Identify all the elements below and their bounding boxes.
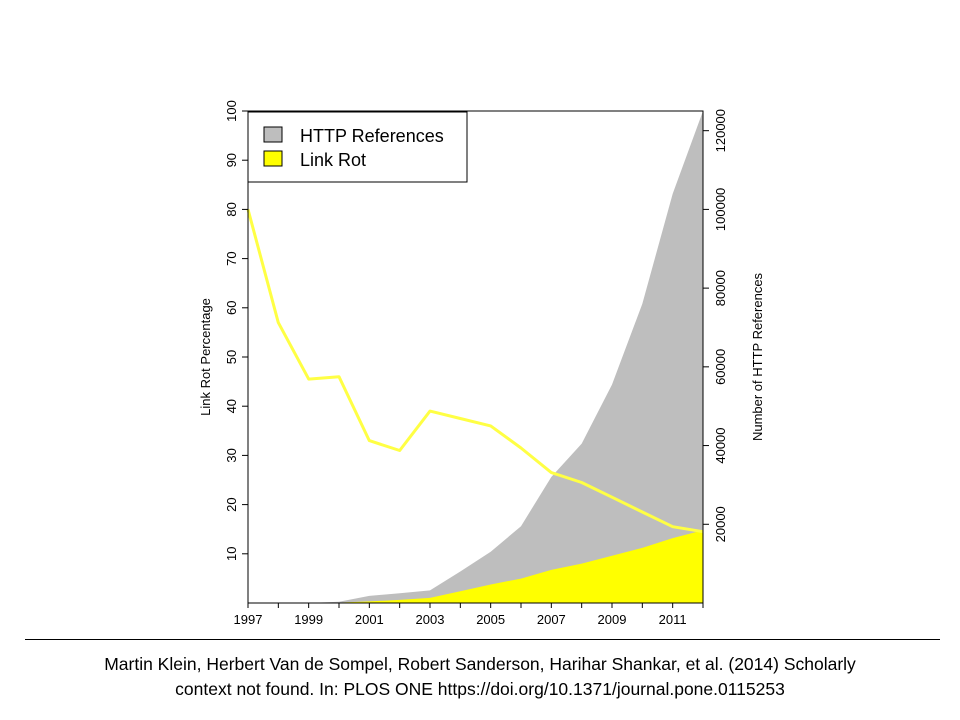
legend-box (247, 111, 468, 183)
y-right-tick-label-80000: 80000 (713, 270, 728, 306)
x-tick-label-2007: 2007 (537, 612, 566, 627)
legend: HTTP References Link Rot (247, 111, 468, 183)
x-tick-label-2001: 2001 (355, 612, 384, 627)
x-axis: 1997 1999 2001 2003 2005 2007 2009 2011 (234, 603, 704, 627)
legend-swatch-http-references (263, 126, 283, 143)
y-axis-right: 20000 40000 60000 80000 100000 120000 (703, 109, 728, 542)
x-tick-label-2005: 2005 (476, 612, 505, 627)
y-left-tick-label-100: 100 (224, 100, 239, 122)
chart: 1997 1999 2001 2003 2005 2007 2009 2011 10 20 30 4… (198, 100, 765, 627)
legend-label-http-references: HTTP References (300, 126, 444, 146)
y-right-tick-label-40000: 40000 (713, 427, 728, 463)
chart-areas (248, 111, 703, 603)
x-tick-label-2003: 2003 (416, 612, 445, 627)
y-left-tick-label-10: 10 (224, 547, 239, 561)
area-link-rot (248, 530, 703, 603)
y-left-tick-label-30: 30 (224, 448, 239, 462)
citation-caption: Martin Klein, Herbert Van de Sompel, Rob… (0, 652, 960, 702)
legend-label-link-rot: Link Rot (300, 150, 366, 170)
chart-lines (246, 209, 704, 534)
y-left-tick-label-40: 40 (224, 399, 239, 413)
y-right-tick-label-100000: 100000 (713, 188, 728, 231)
caption-divider (25, 639, 940, 640)
y-axis-right-label: Number of HTTP References (750, 272, 765, 441)
y-left-tick-label-50: 50 (224, 350, 239, 364)
legend-swatch-link-rot (263, 150, 283, 167)
citation-line-1: Martin Klein, Herbert Van de Sompel, Rob… (104, 654, 856, 674)
y-axis-left-label: Link Rot Percentage (198, 298, 213, 416)
y-left-tick-label-60: 60 (224, 301, 239, 315)
y-axis-left: 10 20 30 40 50 60 70 80 90 100 (224, 100, 248, 561)
y-left-tick-label-70: 70 (224, 251, 239, 265)
x-tick-label-1997: 1997 (234, 612, 263, 627)
y-right-tick-label-120000: 120000 (713, 109, 728, 152)
y-right-tick-label-60000: 60000 (713, 349, 728, 385)
line-link-rot-percentage (246, 209, 704, 534)
y-right-tick-label-20000: 20000 (713, 506, 728, 542)
x-tick-label-1999: 1999 (294, 612, 323, 627)
area-http-references (248, 111, 703, 603)
citation-line-2: context not found. In: PLOS ONE https://… (175, 679, 785, 699)
x-tick-label-2011: 2011 (659, 612, 687, 627)
y-left-tick-label-20: 20 (224, 497, 239, 511)
x-tick-label-2009: 2009 (598, 612, 627, 627)
y-left-tick-label-80: 80 (224, 202, 239, 216)
y-left-tick-label-90: 90 (224, 153, 239, 167)
